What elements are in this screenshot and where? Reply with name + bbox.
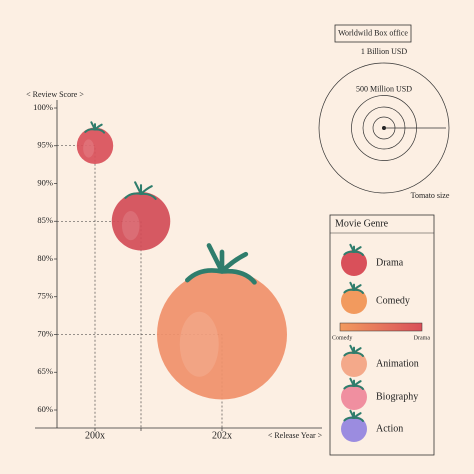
gradient-start-label: Comedy [332,335,352,341]
tomato [157,269,287,400]
size-legend-label: 500 Million USD [356,84,412,93]
legend-swatch [341,351,367,377]
y-axis-label: < Review Score > [26,90,84,99]
size-legend-box [334,24,412,43]
tomato-shine [83,139,95,158]
genre-legend-title: Movie Genre [335,218,389,229]
tomato-stem [343,409,364,422]
genre-gradient [339,322,423,332]
tomato [111,192,171,251]
legend-swatch [341,416,367,442]
size-legend-ring [318,62,450,194]
tomato-stem [124,181,157,200]
genre-legend-box [329,214,435,456]
legend-swatch [341,384,367,410]
tomato-stem [84,121,106,134]
tomato-shine [121,211,140,241]
guide-line [57,220,142,428]
x-tick-label: 200x [85,430,105,441]
legend-label: Action [376,423,403,434]
legend-swatch [341,250,367,276]
tomato-stem [185,243,257,285]
y-tick-label: 85% [37,215,53,225]
y-tick-label: 65% [37,366,53,376]
tomato-stem [343,243,364,256]
y-tick-label: 75% [37,291,53,301]
x-axis-label: < Release Year > [268,431,323,440]
y-tick-label: 60% [37,404,53,414]
y-tick-label: 70% [37,328,53,338]
tomato [76,127,114,164]
x-tick-label: 202x [212,430,232,441]
legend-label: Comedy [376,295,410,306]
legend-label: Drama [376,257,404,268]
tomato-shine [179,311,219,377]
legend-swatch [341,288,367,314]
y-tick-label: 95% [37,140,53,150]
tomato-stem [343,344,364,357]
y-tick-label: 80% [37,253,53,263]
size-legend-label: 1 Billion USD [361,47,407,56]
legend-label: Animation [376,358,419,369]
y-tick-label: 100% [33,102,53,112]
guide-line [57,145,96,428]
size-legend-title: Worldwild Box office [338,28,408,37]
size-legend-ring [351,95,417,161]
size-legend-note: Tomato size [411,191,450,200]
legend-label: Biography [376,391,418,402]
y-tick-label: 90% [37,177,53,187]
gradient-end-label: Drama [414,335,431,341]
tomato-stem [343,377,364,390]
tomato-stem [343,281,364,294]
